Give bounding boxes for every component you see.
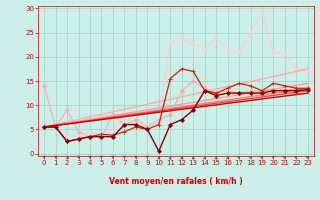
X-axis label: Vent moyen/en rafales ( km/h ): Vent moyen/en rafales ( km/h ): [109, 177, 243, 186]
